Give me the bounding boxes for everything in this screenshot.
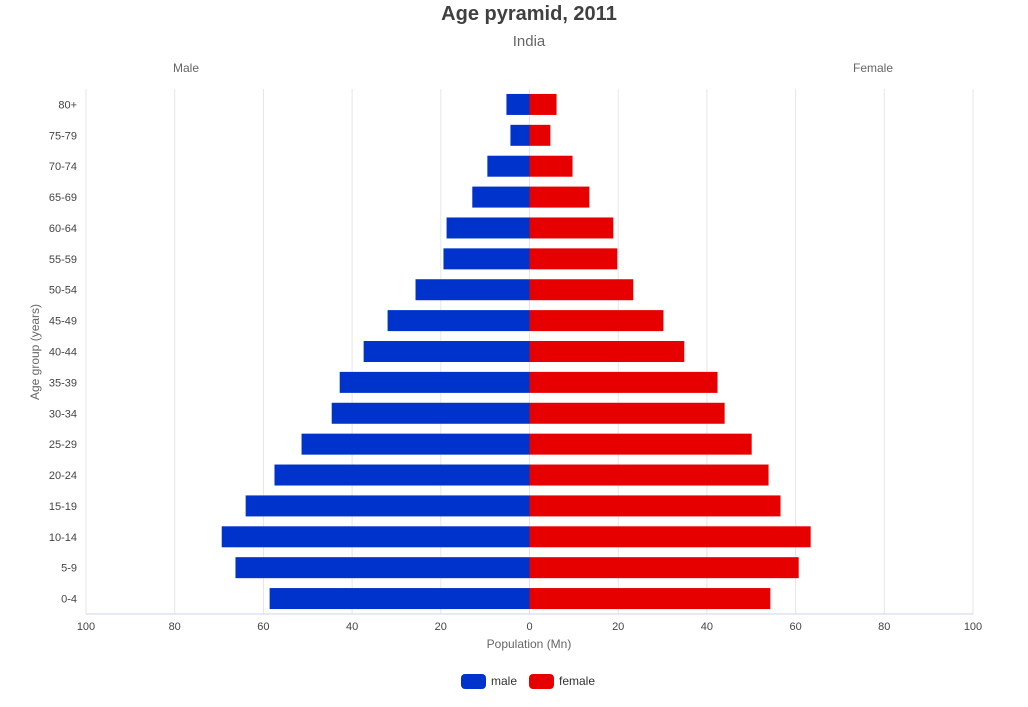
bar-female-40-44[interactable] [529, 341, 685, 362]
y-tick-label: 25-29 [49, 439, 77, 451]
bar-male-40-44[interactable] [363, 341, 530, 362]
y-tick-label: 10-14 [49, 532, 77, 544]
x-tick-label: 20 [612, 621, 624, 633]
bar-female-65-69[interactable] [529, 186, 590, 208]
x-tick-label: 0 [526, 621, 532, 633]
y-axis-title: Age group (years) [28, 304, 42, 400]
legend-swatch-male [461, 674, 486, 689]
legend-item-female[interactable]: female [529, 674, 595, 689]
legend-item-male[interactable]: male [461, 674, 517, 689]
x-tick-label: 20 [435, 621, 447, 633]
bar-male-75-79[interactable] [510, 124, 530, 146]
y-tick-label: 30-34 [49, 408, 77, 420]
bar-female-55-59[interactable] [529, 248, 618, 270]
y-tick-label: 50-54 [49, 285, 77, 297]
y-tick-label: 5-9 [61, 563, 77, 575]
x-tick-label: 100 [964, 621, 982, 633]
bar-female-25-29[interactable] [529, 433, 752, 455]
bar-male-20-24[interactable] [274, 464, 530, 486]
chart-title: Age pyramid, 2011 [441, 3, 617, 25]
female-side-label: Female [853, 61, 893, 75]
male-side-label: Male [173, 61, 199, 75]
bar-female-15-19[interactable] [529, 495, 781, 517]
legend-label-female: female [559, 674, 595, 688]
x-tick-label: 100 [77, 621, 95, 633]
bars [221, 93, 811, 610]
x-tick-label: 80 [169, 621, 181, 633]
bar-female-5-9[interactable] [529, 557, 799, 579]
bar-female-0-4[interactable] [529, 588, 771, 610]
bar-female-75-79[interactable] [529, 124, 551, 146]
legend-swatch-female [529, 674, 554, 689]
bar-male-80+[interactable] [506, 93, 530, 115]
bar-male-55-59[interactable] [443, 248, 530, 270]
bar-female-70-74[interactable] [529, 155, 573, 177]
x-axis-title: Population (Mn) [487, 637, 572, 651]
y-tick-label: 40-44 [49, 347, 77, 359]
bar-male-15-19[interactable] [245, 495, 530, 517]
bar-male-60-64[interactable] [446, 217, 530, 239]
bar-male-70-74[interactable] [487, 155, 530, 177]
y-tick-label: 55-59 [49, 254, 77, 266]
y-tick-label: 35-39 [49, 377, 77, 389]
bar-male-45-49[interactable] [387, 310, 530, 332]
bar-female-80+[interactable] [529, 93, 557, 115]
y-tick-label: 80+ [58, 99, 77, 111]
x-tick-label: 40 [701, 621, 713, 633]
bar-female-60-64[interactable] [529, 217, 614, 239]
x-tick-label: 60 [257, 621, 269, 633]
y-tick-label: 75-79 [49, 130, 77, 142]
y-tick-label: 60-64 [49, 223, 77, 235]
y-tick-label: 20-24 [49, 470, 77, 482]
bar-male-50-54[interactable] [415, 279, 530, 301]
y-tick-label: 65-69 [49, 192, 77, 204]
bar-male-35-39[interactable] [339, 371, 530, 393]
y-tick-label: 70-74 [49, 161, 77, 173]
legend-label-male: male [491, 674, 517, 688]
bar-male-10-14[interactable] [221, 526, 530, 548]
x-tick-label: 60 [789, 621, 801, 633]
bar-female-35-39[interactable] [529, 371, 718, 393]
y-tick-label: 0-4 [61, 594, 77, 606]
y-tick-label: 45-49 [49, 316, 77, 328]
bar-female-45-49[interactable] [529, 310, 664, 332]
x-axis-ticks: 100 80 60 40 20 0 20 40 60 80 100 [77, 621, 982, 633]
bar-male-25-29[interactable] [301, 433, 530, 455]
x-tick-label: 40 [346, 621, 358, 633]
x-tick-label: 80 [878, 621, 890, 633]
bar-female-50-54[interactable] [529, 279, 634, 301]
y-axis-ticks: 80+ 75-79 70-74 65-69 60-64 55-59 50-54 45-49 40… [49, 99, 77, 605]
y-tick-label: 15-19 [49, 501, 77, 513]
bar-male-5-9[interactable] [235, 557, 530, 579]
bar-female-20-24[interactable] [529, 464, 769, 486]
bar-male-65-69[interactable] [472, 186, 530, 208]
bar-female-30-34[interactable] [529, 402, 725, 424]
chart-subtitle: India [513, 33, 546, 50]
bar-female-10-14[interactable] [529, 526, 811, 548]
bar-male-30-34[interactable] [331, 402, 530, 424]
bar-male-0-4[interactable] [269, 588, 530, 610]
